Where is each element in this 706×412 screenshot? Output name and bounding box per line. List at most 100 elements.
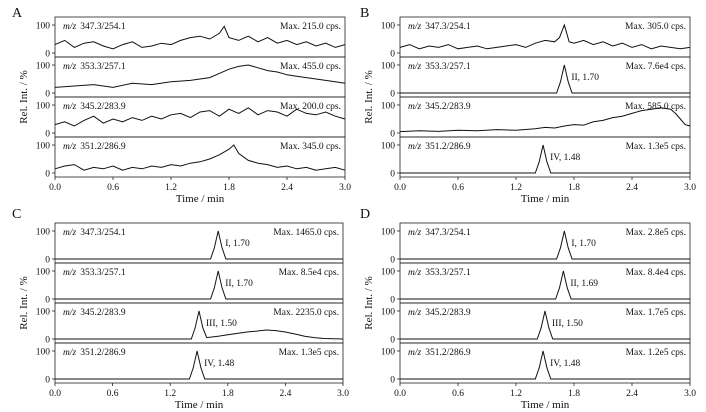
y-tick-label: 100 [36,62,51,72]
y-tick-label: 0 [390,296,395,306]
mz-value: 345.2/283.9 [425,308,471,318]
peak-label: IV, 1.48 [550,153,580,163]
trace-line [399,23,691,50]
mz-value: 347.3/254.1 [80,228,126,238]
panel-label: B [360,6,369,21]
y-tick-label: 0 [45,256,50,266]
x-axis-label: Time / min [521,399,570,411]
mz-value: 353.3/257.1 [80,62,126,72]
y-tick-label: 0 [45,376,50,386]
x-tick-label: 2.4 [279,389,291,399]
y-tick-label: 100 [381,348,396,358]
y-tick-label: 100 [36,142,51,152]
trace-mz-label: m/z 351.2/286.9 [408,348,471,358]
trace-line [400,64,690,94]
trace-mz-label: m/z 353.3/257.1 [408,268,471,278]
mz-value: 351.2/286.9 [425,142,471,152]
trace-mz-label: m/z 347.3/254.1 [63,22,126,32]
trace-max-label: Max. 585.0 cps. [625,102,686,112]
mz-prefix: m/z [408,348,422,358]
trace-frame [399,342,691,384]
y-tick-label: 100 [381,62,396,72]
x-tick-label: 0.0 [394,389,406,399]
mz-prefix: m/z [408,268,422,278]
trace-max-label: Max. 1.7e5 cps. [626,308,686,318]
trace-line [54,107,346,127]
trace-mz-label: m/z 353.3/257.1 [63,268,126,278]
trace-frame [54,342,344,384]
trace-max-label: Max. 2.8e5 cps. [626,228,686,238]
y-tick-label: 0 [45,130,50,140]
mz-prefix: m/z [63,62,77,72]
trace-mz-label: m/z 345.2/283.9 [408,102,471,112]
x-tick-label: 1.2 [510,183,522,193]
trace-line [55,230,343,260]
y-tick-label: 0 [390,90,395,100]
mz-value: 351.2/286.9 [80,142,126,152]
x-tick-label: 0.6 [107,183,119,193]
trace-max-label: Max. 7.6e4 cps. [626,62,686,72]
x-tick-label: 3.0 [337,389,349,399]
mz-prefix: m/z [408,22,422,32]
peak-label: III, 1.50 [206,319,237,329]
y-tick-label: 100 [381,308,396,318]
y-tick-label: 100 [381,22,396,32]
trace-mz-label: m/z 345.2/283.9 [63,308,126,318]
trace-row-1: 100 0 m/z 347.3/254.1 Max. 1465.0 cps. I, 1.7… [36,222,344,266]
trace-max-label: Max. 305.0 cps. [625,22,686,32]
trace-row-3: 100 0 m/z 345.2/283.9 Max. 200.0 cps. [36,96,346,140]
trace-mz-label: m/z 353.3/257.1 [63,62,126,72]
y-axis-label: Rel. Int. / % [363,70,375,123]
trace-row-2: 100 0 m/z 353.3/257.1 Max. 8.5e4 cps. II, 1.7… [36,262,344,306]
y-tick-label: 100 [381,268,396,278]
x-tick-label: 0.6 [107,389,119,399]
y-tick-label: 0 [45,296,50,306]
trace-line [54,25,346,50]
mz-value: 351.2/286.9 [80,348,126,358]
x-tick-label: 1.8 [223,183,235,193]
trace-max-label: Max. 2235.0 cps. [273,308,339,318]
mz-value: 345.2/283.9 [80,102,126,112]
y-axis-label: Rel. Int. / % [18,276,30,329]
x-tick-label: 2.4 [626,183,638,193]
trace-row-2: 100 0 m/z 353.3/257.1 Max. 455.0 cps. [36,56,346,100]
y-axis-label: Rel. Int. / % [18,70,30,123]
trace-line [54,64,346,88]
y-tick-label: 0 [390,336,395,346]
trace-line [400,270,690,300]
mz-prefix: m/z [63,308,77,318]
trace-line [400,230,690,260]
mz-value: 351.2/286.9 [425,348,471,358]
y-tick-label: 0 [45,50,50,60]
y-tick-label: 0 [45,170,50,180]
y-tick-label: 0 [45,336,50,346]
y-tick-label: 0 [390,376,395,386]
x-tick-label: 1.2 [510,389,522,399]
trace-mz-label: m/z 345.2/283.9 [408,308,471,318]
trace-row-4: 100 0 m/z 351.2/286.9 Max. 345.0 cps. [36,136,346,180]
mz-prefix: m/z [408,308,422,318]
peak-label: IV, 1.48 [204,359,234,369]
trace-mz-label: m/z 351.2/286.9 [63,348,126,358]
y-tick-label: 100 [381,102,396,112]
panel-label: D [360,207,370,222]
y-tick-label: 100 [36,228,51,238]
peak-label: I, 1.70 [225,239,250,249]
trace-line [400,144,690,174]
peak-label: III, 1.50 [552,319,583,329]
peak-label: I, 1.70 [571,239,596,249]
y-tick-label: 100 [36,348,51,358]
trace-line [55,310,344,340]
y-tick-label: 100 [36,102,51,112]
trace-row-4: 100 0 m/z 351.2/286.9 Max. 1.3e5 cps. IV, 1.4… [36,342,344,386]
mz-prefix: m/z [63,142,77,152]
x-tick-label: 0.6 [452,183,464,193]
mz-prefix: m/z [408,62,422,72]
trace-frame [54,136,346,178]
y-tick-label: 100 [36,268,51,278]
mz-value: 353.3/257.1 [80,268,126,278]
trace-row-1: 100 0 m/z 347.3/254.1 Max. 215.0 cps. [36,16,346,60]
trace-row-4: 100 0 m/z 351.2/286.9 Max. 1.3e5 cps. IV, 1.4… [381,136,691,180]
